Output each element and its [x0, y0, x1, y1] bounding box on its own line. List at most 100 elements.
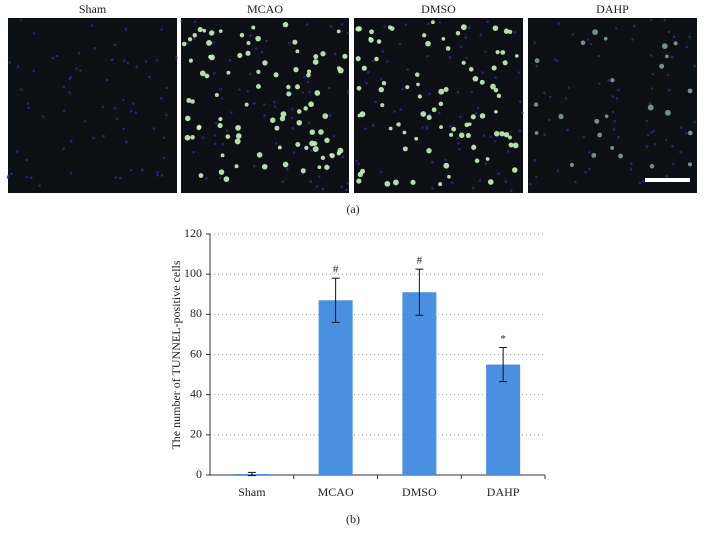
- positive-cell: [357, 113, 362, 118]
- positive-cell: [208, 54, 213, 59]
- nucleus: [249, 34, 252, 37]
- nucleus: [504, 180, 508, 183]
- positive-cell: [356, 178, 362, 184]
- positive-cell: [296, 109, 302, 114]
- nucleus: [506, 150, 510, 153]
- nucleus: [518, 100, 522, 103]
- nucleus: [458, 147, 461, 151]
- positive-cell: [410, 179, 416, 185]
- nucleus: [529, 182, 532, 186]
- nucleus: [93, 47, 97, 50]
- nucleus: [332, 135, 336, 138]
- nucleus: [393, 110, 396, 113]
- nucleus: [291, 107, 294, 111]
- positive-cell: [360, 168, 366, 174]
- positive-cell: [594, 118, 600, 124]
- y-tick-label: 80: [190, 306, 202, 320]
- nucleus: [15, 150, 19, 153]
- nucleus: [321, 187, 325, 191]
- nucleus: [612, 128, 616, 131]
- nucleus: [494, 76, 497, 79]
- positive-cell: [507, 135, 512, 140]
- nucleus: [346, 181, 350, 185]
- positive-cell: [356, 85, 362, 91]
- nucleus: [193, 37, 196, 40]
- nucleus: [679, 126, 683, 130]
- positive-cell: [270, 117, 276, 123]
- nucleus: [328, 114, 332, 117]
- nucleus: [211, 41, 215, 45]
- nucleus: [652, 129, 656, 133]
- positive-cell: [512, 142, 519, 149]
- nucleus: [489, 135, 493, 139]
- nucleus: [309, 180, 312, 184]
- nucleus: [92, 136, 95, 140]
- positive-cell: [218, 116, 223, 122]
- positive-cell: [181, 41, 187, 47]
- positive-cell: [234, 138, 241, 145]
- positive-cell: [342, 53, 348, 59]
- nucleus: [459, 115, 462, 119]
- image-title: Sham: [79, 2, 107, 16]
- positive-cell: [274, 125, 280, 131]
- positive-cell: [306, 72, 311, 78]
- nucleus: [617, 88, 620, 92]
- positive-cell: [405, 85, 410, 90]
- positive-cell: [421, 33, 427, 38]
- positive-cell: [280, 111, 287, 118]
- nucleus: [483, 50, 487, 54]
- positive-cell: [355, 56, 361, 62]
- nucleus: [521, 111, 524, 114]
- nucleus: [192, 150, 195, 154]
- positive-cell: [511, 167, 518, 173]
- positive-cell: [226, 70, 231, 75]
- nucleus: [273, 100, 276, 104]
- nucleus: [160, 28, 163, 31]
- image-title: MCAO: [247, 2, 283, 16]
- nucleus: [371, 59, 375, 63]
- nucleus: [629, 162, 633, 166]
- nucleus: [118, 176, 122, 180]
- nucleus: [260, 50, 264, 54]
- positive-cell: [235, 125, 241, 131]
- positive-cell: [443, 86, 449, 93]
- nucleus: [113, 43, 117, 46]
- x-tick-label: Sham: [238, 485, 266, 499]
- nucleus: [340, 185, 344, 189]
- bar: [486, 364, 521, 475]
- nucleus: [549, 95, 552, 99]
- positive-cell: [209, 30, 215, 36]
- nucleus: [68, 91, 71, 94]
- positive-cell: [245, 50, 251, 56]
- positive-cell: [416, 82, 420, 87]
- nucleus: [556, 169, 560, 173]
- nucleus: [650, 18, 653, 22]
- positive-cell: [235, 133, 242, 139]
- nucleus: [129, 109, 133, 113]
- nucleus: [547, 118, 551, 122]
- nucleus: [101, 105, 105, 109]
- nucleus: [363, 127, 367, 130]
- nucleus: [263, 103, 266, 106]
- positive-cell: [451, 126, 457, 132]
- positive-cell: [647, 104, 654, 111]
- nucleus: [175, 56, 178, 59]
- nucleus: [426, 22, 430, 26]
- nucleus: [586, 38, 590, 41]
- positive-cell: [368, 36, 373, 41]
- positive-cell: [500, 50, 506, 55]
- nucleus: [303, 75, 306, 79]
- nucleus: [374, 100, 378, 104]
- positive-cell: [282, 21, 289, 28]
- nucleus: [7, 174, 10, 178]
- nucleus: [160, 174, 164, 177]
- positive-cell: [659, 63, 665, 69]
- positive-cell: [246, 40, 251, 45]
- nucleus: [306, 80, 310, 84]
- nucleus: [597, 54, 601, 58]
- nucleus: [333, 52, 337, 56]
- positive-cell: [217, 122, 223, 129]
- nucleus: [467, 26, 471, 30]
- nucleus: [450, 181, 454, 184]
- positive-cell: [458, 132, 465, 139]
